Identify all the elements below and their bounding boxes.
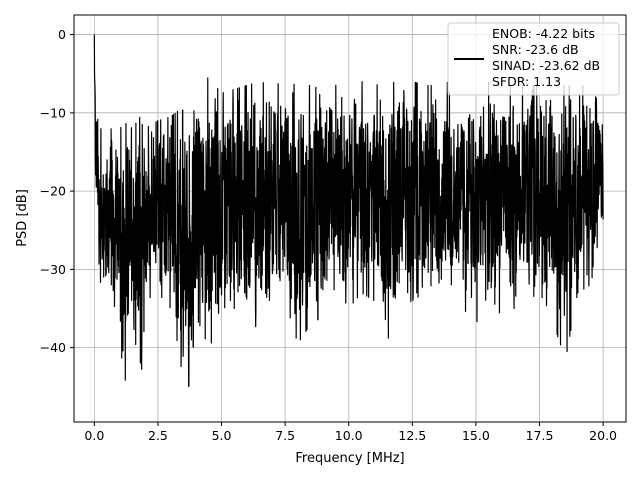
legend: ENOB: -4.22 bits SNR: -23.6 dB SINAD: -2… [447, 22, 620, 96]
x-tick-label: 2.5 [148, 428, 168, 443]
psd-series-line [93, 34, 604, 388]
x-axis-label: Frequency [MHz] [295, 451, 404, 466]
legend-line-snr: SNR: -23.6 dB [492, 42, 579, 57]
y-axis-label: PSD [dB] [15, 189, 30, 247]
x-tick-label: 5.0 [212, 428, 232, 443]
legend-line-enob: ENOB: -4.22 bits [492, 26, 595, 41]
x-tick-label: 20.0 [589, 428, 617, 443]
x-tick-label: 15.0 [462, 428, 490, 443]
legend-box [447, 22, 620, 96]
y-tick-label: 0 [58, 27, 66, 42]
legend-line-sinad: SINAD: -23.62 dB [492, 58, 600, 73]
x-tick-label: 7.5 [275, 428, 295, 443]
x-tick-label: 10.0 [335, 428, 363, 443]
x-tick-label: 12.5 [398, 428, 426, 443]
ticks: 0.0 2.5 5.0 7.5 10.0 12.5 15.0 17.5 20.0 0 −10 −20 −… [40, 27, 617, 443]
y-tick-label: −10 [40, 105, 66, 120]
axes-frame [73, 14, 627, 423]
plot-area [93, 34, 604, 388]
x-tick-label: 0.0 [84, 428, 104, 443]
legend-line-sfdr: SFDR: 1.13 [492, 74, 561, 89]
y-tick-label: −40 [40, 340, 66, 355]
x-tick-label: 17.5 [526, 428, 554, 443]
y-tick-label: −30 [40, 262, 66, 277]
y-tick-label: −20 [40, 184, 66, 199]
